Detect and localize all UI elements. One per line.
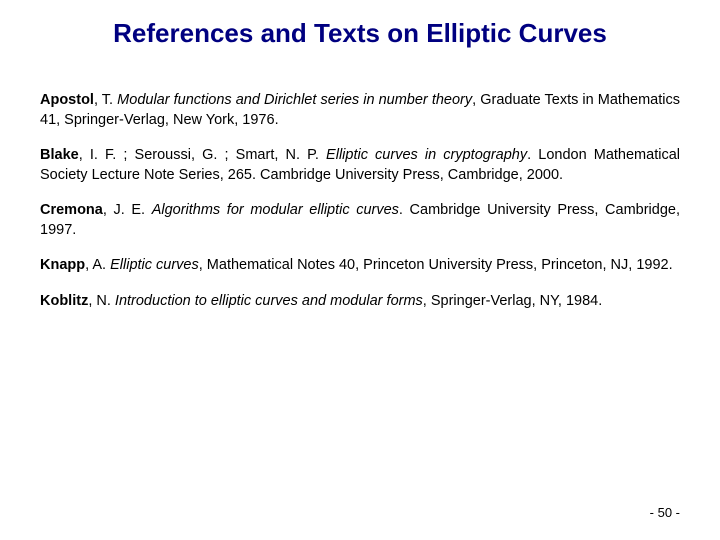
references-list: Apostol, T. Modular functions and Dirich… xyxy=(40,91,680,312)
reference-item: Knapp, A. Elliptic curves, Mathematical … xyxy=(40,256,680,276)
reference-title: Introduction to elliptic curves and modu… xyxy=(115,293,423,309)
reference-item: Apostol, T. Modular functions and Dirich… xyxy=(40,91,680,130)
slide-content: References and Texts on Elliptic Curves … xyxy=(0,0,720,312)
reference-author-rest: , J. E. xyxy=(103,202,152,218)
reference-title: Modular functions and Dirichlet series i… xyxy=(117,92,472,108)
reference-title: Elliptic curves in cryptography xyxy=(326,147,527,163)
reference-author: Apostol xyxy=(40,92,94,108)
reference-author: Knapp xyxy=(40,257,85,273)
reference-author-rest: , T. xyxy=(94,92,117,108)
reference-title: Elliptic curves xyxy=(110,257,199,273)
reference-author-rest: , I. F. ; Seroussi, G. ; Smart, N. P. xyxy=(79,147,326,163)
reference-author: Blake xyxy=(40,147,79,163)
reference-author-rest: , N. xyxy=(88,293,115,309)
reference-author-rest: , A. xyxy=(85,257,110,273)
reference-item: Koblitz, N. Introduction to elliptic cur… xyxy=(40,292,680,312)
reference-item: Blake, I. F. ; Seroussi, G. ; Smart, N. … xyxy=(40,146,680,185)
page-number: - 50 - xyxy=(650,505,680,520)
reference-title: Algorithms for modular elliptic curves xyxy=(152,202,399,218)
reference-item: Cremona, J. E. Algorithms for modular el… xyxy=(40,201,680,240)
reference-tail: , Springer-Verlag, NY, 1984. xyxy=(423,293,602,309)
reference-author: Koblitz xyxy=(40,293,88,309)
page-title: References and Texts on Elliptic Curves xyxy=(40,18,680,49)
reference-author: Cremona xyxy=(40,202,103,218)
reference-tail: , Mathematical Notes 40, Princeton Unive… xyxy=(199,257,673,273)
